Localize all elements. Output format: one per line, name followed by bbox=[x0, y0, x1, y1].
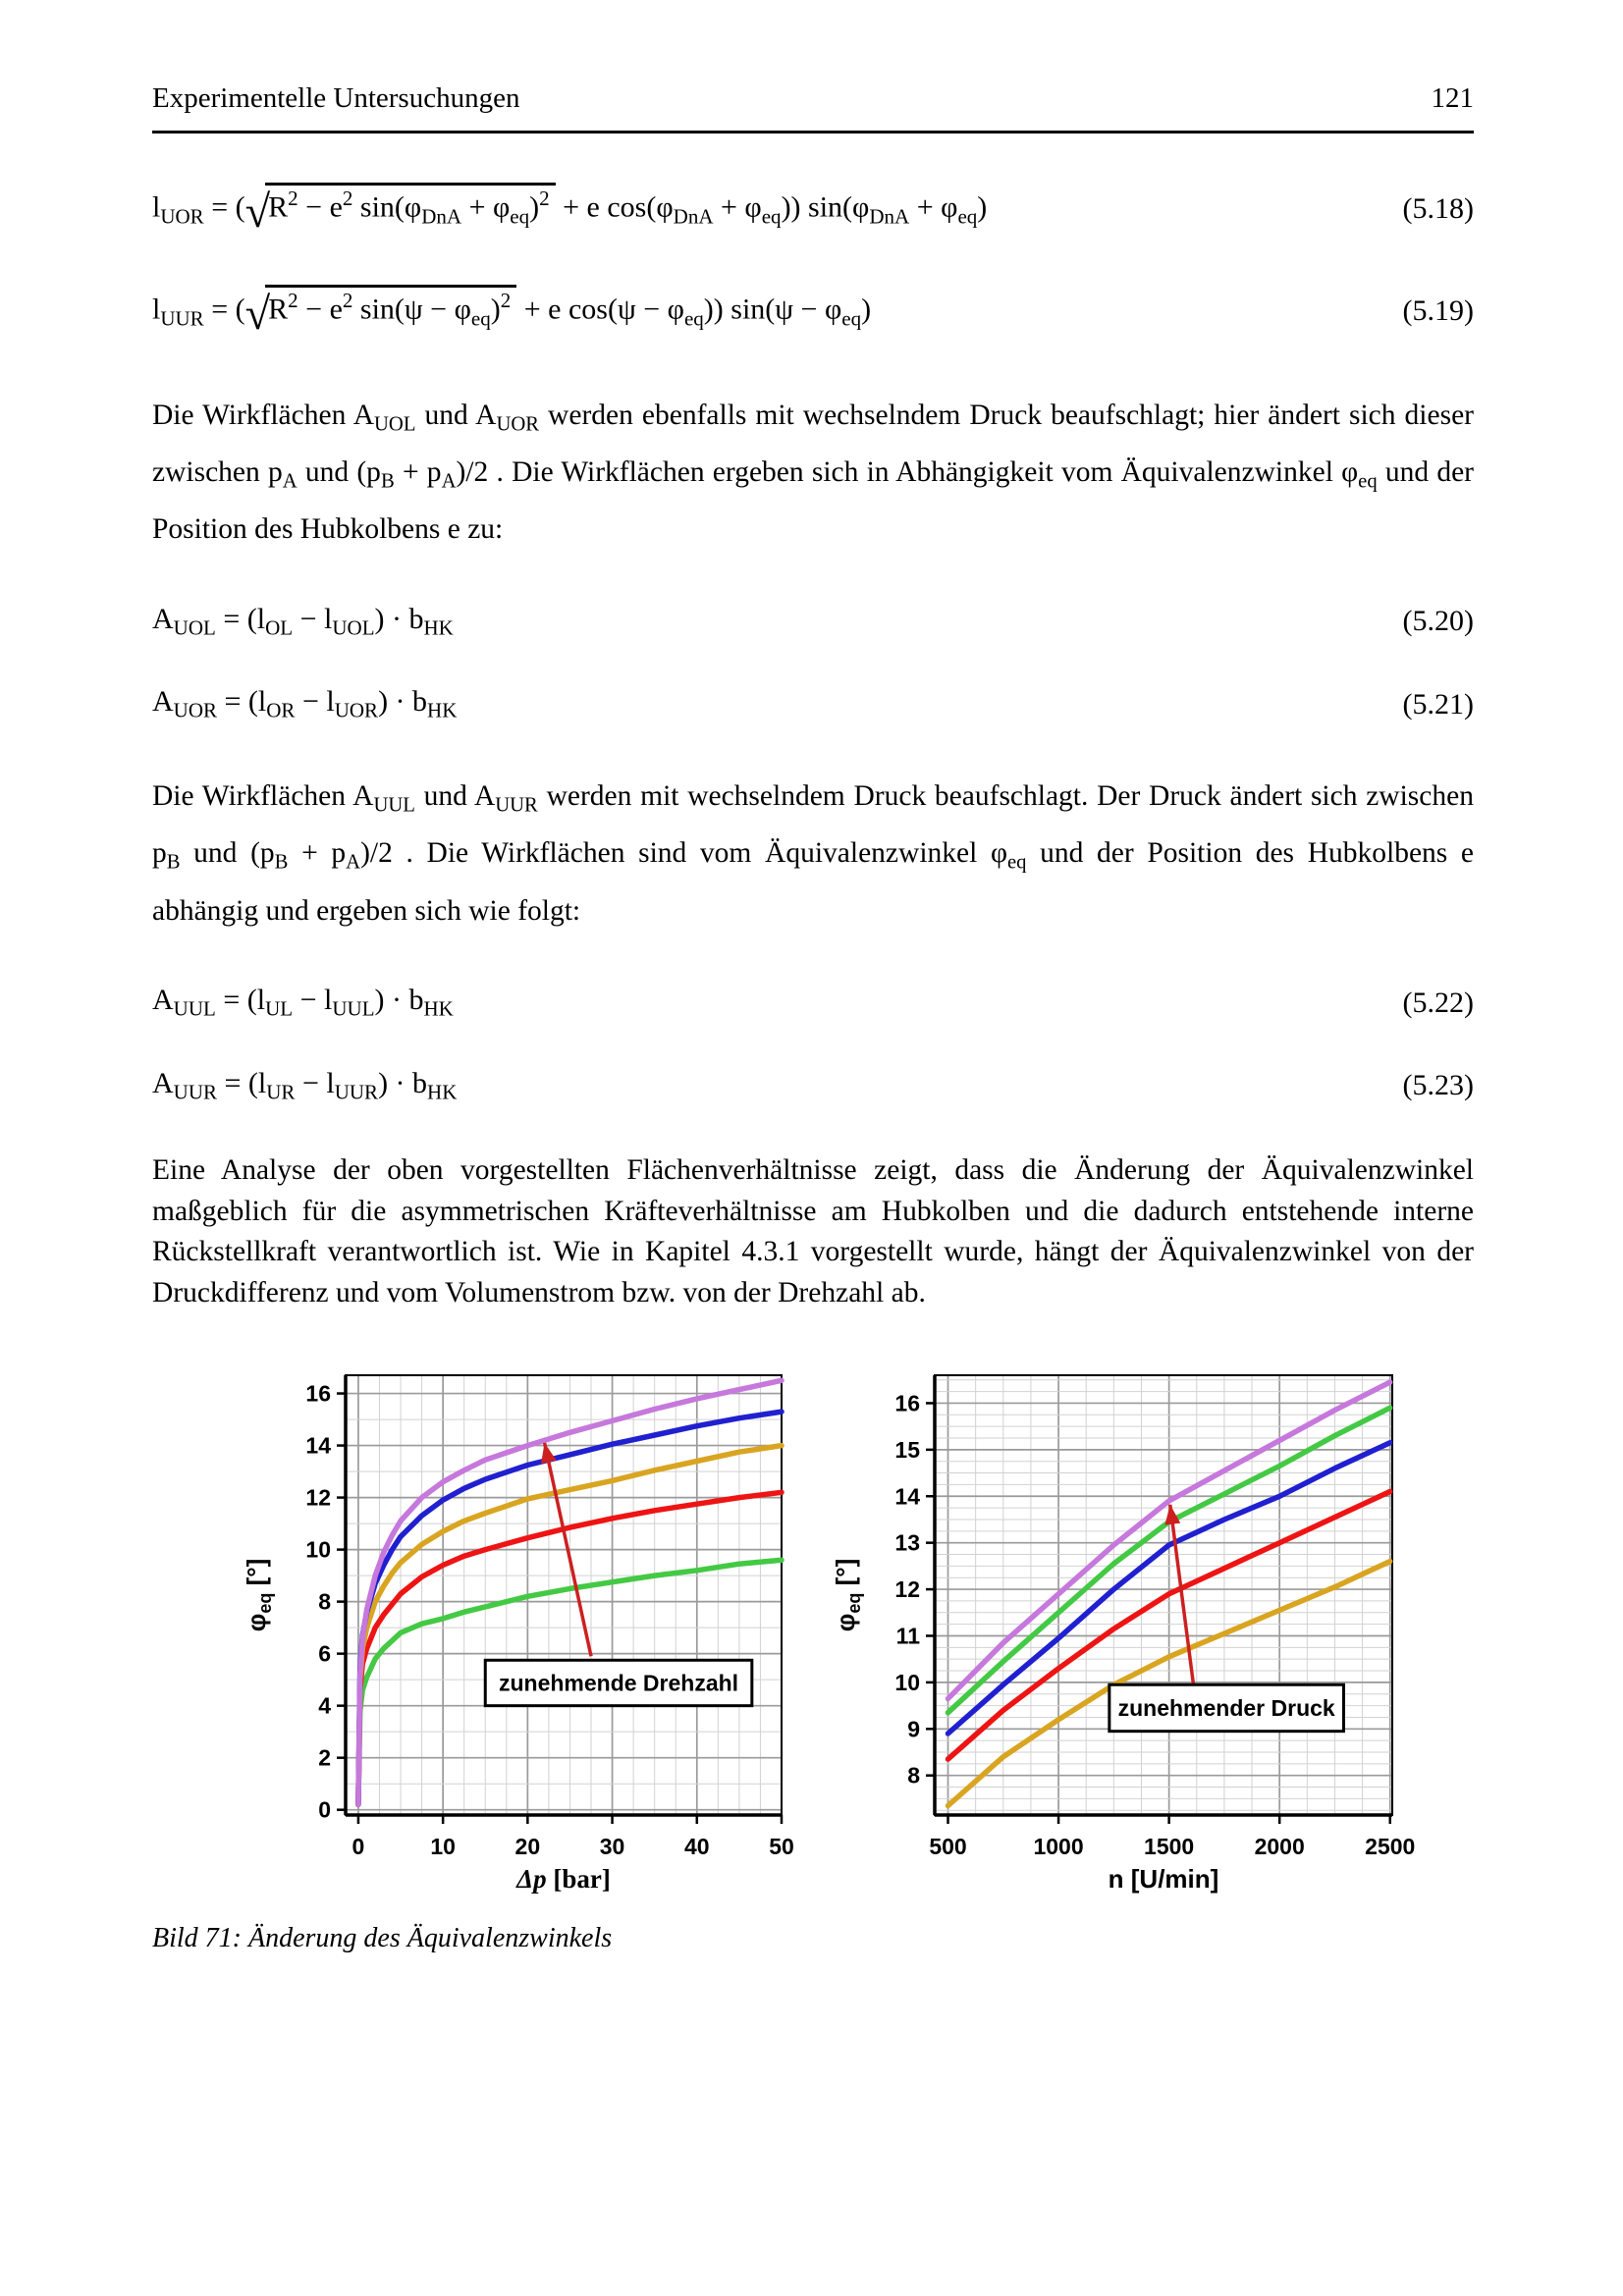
equation-formula: lUUR = (√R2 − e2 sin(ψ − φeq)2 + e cos(ψ… bbox=[152, 285, 871, 338]
curve-red bbox=[355, 1489, 784, 1808]
equation-formula: lUOR = (√R2 − e2 sin(φDnA + φeq)2 + e co… bbox=[152, 183, 987, 236]
annotation-box bbox=[1108, 1682, 1345, 1734]
x-tick-label: 2500 bbox=[1365, 1834, 1415, 1859]
annotation-box bbox=[483, 1658, 754, 1708]
y-tick-label: 10 bbox=[894, 1670, 920, 1695]
curve-blue bbox=[945, 1440, 1393, 1736]
y-tick-label: 11 bbox=[896, 1624, 921, 1649]
y-tick-label: 12 bbox=[894, 1576, 920, 1602]
equation-number: (5.20) bbox=[1402, 605, 1474, 638]
x-tick-label: 30 bbox=[600, 1834, 625, 1859]
x-axis-label: n [U/min] bbox=[1109, 1864, 1219, 1894]
x-axis-label: Δp [bar] bbox=[515, 1864, 611, 1894]
equation-5-22: AUUL = (lUL − lUUL) · bHK (5.22) bbox=[152, 984, 1474, 1022]
x-tick-label: 500 bbox=[929, 1834, 966, 1859]
y-tick-label: 14 bbox=[305, 1433, 331, 1459]
y-tick-label: 2 bbox=[318, 1745, 331, 1771]
y-axis-label: φeq [°] bbox=[831, 1559, 864, 1632]
radical-sign: √ bbox=[244, 290, 271, 341]
y-tick-label: 0 bbox=[318, 1797, 331, 1823]
x-tick-label: 0 bbox=[352, 1834, 365, 1859]
curve-green bbox=[355, 1557, 784, 1808]
annotation-arrow bbox=[542, 1442, 593, 1657]
x-tick-label: 1000 bbox=[1033, 1834, 1083, 1859]
y-tick-label: 13 bbox=[894, 1530, 920, 1556]
sqrt-radical: √R2 − e2 sin(φDnA + φeq)2 bbox=[245, 183, 556, 236]
paragraph-analyse: Eine Analyse der oben vorgestellten Fläc… bbox=[152, 1153, 1474, 1309]
x-tick-label: 20 bbox=[515, 1834, 541, 1859]
y-tick-label: 15 bbox=[894, 1437, 920, 1463]
figure-caption: Bild 71: Änderung des Äquivalenzwinkels bbox=[152, 1923, 613, 1954]
y-tick-label: 16 bbox=[894, 1391, 920, 1416]
curve-violet bbox=[945, 1379, 1393, 1702]
page-header: Experimentelle Untersuchungen 121 bbox=[152, 82, 1474, 133]
chart-aequivalenzwinkel-druckdifferenz: 0 10 20 30 40 50 0 2 4 6 8 10 12 14 16 zunehmende Drehz… bbox=[242, 1374, 794, 1894]
plot-frame bbox=[345, 1374, 783, 1817]
x-tick-label: 1500 bbox=[1144, 1834, 1194, 1859]
y-tick-label: 6 bbox=[318, 1641, 331, 1667]
y-tick-label: 14 bbox=[894, 1483, 920, 1509]
equation-number: (5.19) bbox=[1402, 294, 1474, 328]
equation-5-20: AUOL = (lOL − lUOL) · bHK (5.20) bbox=[152, 603, 1474, 641]
equation-formula: AUOL = (lOL − lUOL) · bHK bbox=[152, 602, 454, 640]
annotation-label: zunehmende Drehzahl bbox=[499, 1671, 738, 1696]
annotation-label: zunehmender Druck bbox=[1118, 1695, 1335, 1721]
equation-formula: AUUR = (lUR − lUUR) · bHK bbox=[152, 1066, 458, 1104]
x-tick-label: 2000 bbox=[1255, 1834, 1305, 1859]
curve-red bbox=[945, 1488, 1393, 1763]
annotation-arrowhead bbox=[541, 1443, 557, 1465]
curve-violet bbox=[355, 1377, 784, 1808]
radicand: R2 − e2 sin(φDnA + φeq)2 bbox=[265, 183, 556, 229]
y-tick-label: 8 bbox=[907, 1763, 920, 1789]
x-tick-label: 50 bbox=[769, 1834, 794, 1859]
equation-5-18: lUOR = (√R2 − e2 sin(φDnA + φeq)2 + e co… bbox=[152, 183, 1474, 236]
equation-5-21: AUOR = (lOR − lUOR) · bHK (5.21) bbox=[152, 685, 1474, 723]
equation-number: (5.18) bbox=[1402, 192, 1474, 226]
y-tick-label: 8 bbox=[318, 1589, 331, 1615]
annotation-arrow bbox=[1168, 1504, 1196, 1684]
running-title: Experimentelle Untersuchungen bbox=[152, 82, 520, 114]
x-tick-label: 40 bbox=[684, 1834, 710, 1859]
annotation-arrowhead bbox=[1164, 1504, 1181, 1525]
equation-number: (5.22) bbox=[1402, 986, 1474, 1019]
y-tick-label: 9 bbox=[907, 1716, 920, 1741]
page-number: 121 bbox=[1431, 82, 1475, 114]
sqrt-radical: √R2 − e2 sin(ψ − φeq)2 bbox=[245, 285, 517, 338]
equation-formula: AUOR = (lOR − lUOR) · bHK bbox=[152, 685, 458, 723]
figure-bild-71: 0 10 20 30 40 50 0 2 4 6 8 10 12 14 16 zunehmende Drehz… bbox=[236, 1362, 1474, 1901]
y-tick-label: 10 bbox=[305, 1537, 331, 1563]
equation-5-19: lUUR = (√R2 − e2 sin(ψ − φeq)2 + e cos(ψ… bbox=[152, 285, 1474, 338]
y-tick-label: 16 bbox=[305, 1381, 331, 1407]
equation-formula: AUUL = (lUL − lUUL) · bHK bbox=[152, 984, 454, 1021]
x-tick-label: 10 bbox=[430, 1834, 456, 1859]
curve-gold bbox=[355, 1443, 784, 1808]
chart-aequivalenzwinkel-drehzahl: 500 1000 1500 2000 2500 8 9 10 11 12 13 14 15 16 zuneh… bbox=[831, 1374, 1415, 1894]
paragraph-wirkflaechen-uul-uur: Die Wirkflächen AUUL und AUUR werden mit… bbox=[152, 780, 1475, 927]
curve-gold bbox=[945, 1559, 1393, 1809]
y-tick-label: 4 bbox=[318, 1693, 331, 1719]
equation-5-23: AUUR = (lUR − lUUR) · bHK (5.23) bbox=[152, 1067, 1474, 1105]
y-tick-label: 12 bbox=[305, 1485, 331, 1511]
equation-number: (5.21) bbox=[1402, 687, 1474, 721]
paragraph-wirkflaechen-uol-uor: Die Wirkflächen AUOL und AUOR werden ebe… bbox=[152, 399, 1475, 546]
radicand: R2 − e2 sin(ψ − φeq)2 bbox=[265, 285, 517, 331]
equation-number: (5.23) bbox=[1402, 1069, 1474, 1102]
y-axis-label: φeq [°] bbox=[242, 1559, 275, 1632]
radical-sign: √ bbox=[244, 187, 271, 238]
